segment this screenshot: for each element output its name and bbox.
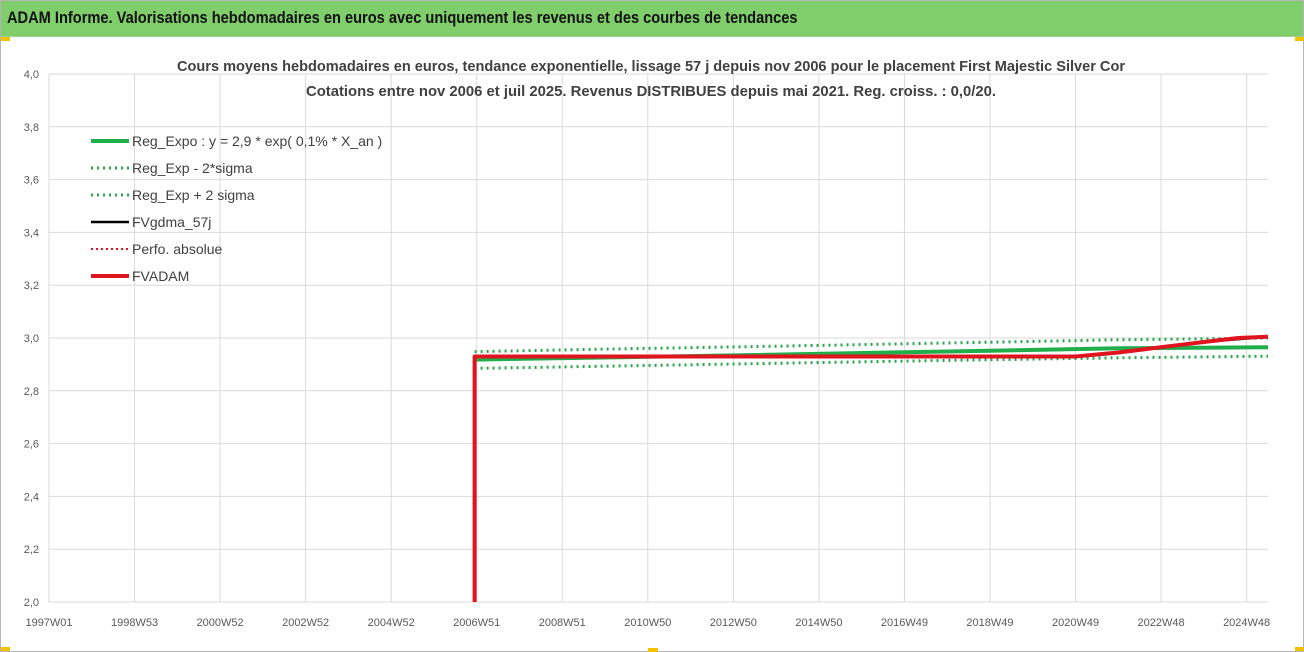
legend-label: Reg_Exp - 2*sigma (132, 160, 253, 176)
corner-marker-top-right (1295, 37, 1304, 41)
y-tick-label: 2,2 (24, 544, 39, 556)
x-tick-label: 2018W49 (966, 617, 1013, 629)
legend: Reg_Expo : y = 2,9 * exp( 0,1% * X_an ) R… (91, 133, 382, 284)
x-tick-label: 2014W50 (795, 617, 842, 629)
series-layer (472, 334, 1269, 602)
y-tick-label: 3,8 (24, 122, 39, 134)
y-axis-ticks: 2,0 2,2 2,4 2,6 2,8 3,0 3,2 3,4 3,6 3,8 4,0 (24, 69, 39, 609)
y-tick-label: 2,4 (24, 491, 39, 503)
corner-marker-bottom (648, 648, 658, 652)
x-tick-label: 2004W52 (368, 617, 415, 629)
x-tick-label: 2000W52 (197, 617, 244, 629)
legend-label: FVgdma_57j (132, 214, 211, 230)
corner-marker-top-left (1, 37, 10, 41)
y-tick-label: 2,0 (24, 597, 39, 609)
corner-marker-bottom-right (1295, 647, 1304, 651)
y-tick-label: 3,2 (24, 280, 39, 292)
series-line-2 (474, 354, 1269, 370)
y-tick-label: 2,8 (24, 386, 39, 398)
legend-label: Reg_Expo : y = 2,9 * exp( 0,1% * X_an ) (132, 133, 382, 149)
header-bar: ADAM Informe. Valorisations hebdomadaire… (1, 1, 1303, 37)
x-tick-label: 2022W48 (1138, 617, 1185, 629)
y-tick-label: 3,0 (24, 333, 39, 345)
legend-label: FVADAM (132, 268, 189, 284)
x-tick-label: 2008W51 (539, 617, 586, 629)
x-tick-label: 2024W48 (1223, 617, 1270, 629)
grid-layer (48, 73, 1268, 603)
legend-label: Reg_Exp + 2 sigma (132, 187, 255, 203)
y-tick-label: 4,0 (24, 69, 39, 81)
chart-title: Cours moyens hebdomadaires en euros, ten… (177, 58, 1125, 100)
x-tick-label: 2020W49 (1052, 617, 1099, 629)
header-title: ADAM Informe. Valorisations hebdomadaire… (7, 8, 798, 27)
x-tick-label: 2002W52 (282, 617, 329, 629)
y-tick-label: 3,4 (24, 227, 39, 239)
series-line-3 (474, 336, 1269, 354)
x-tick-label: 2016W49 (881, 617, 928, 629)
x-tick-label: 2012W50 (710, 617, 757, 629)
corner-marker-bottom-left (1, 647, 10, 651)
x-tick-label: 2010W50 (624, 617, 671, 629)
x-tick-label: 1998W53 (111, 617, 158, 629)
y-tick-label: 3,6 (24, 175, 39, 187)
x-tick-label: 2006W51 (453, 617, 500, 629)
x-tick-label: 1997W01 (25, 617, 72, 629)
chart-title-line-1: Cours moyens hebdomadaires en euros, ten… (177, 58, 1125, 75)
series-line-6 (472, 334, 1269, 602)
x-axis-ticks: 1997W01 1998W53 2000W52 2002W52 2004W52 2006W… (25, 617, 1270, 629)
legend-label: Perfo. absolue (132, 241, 222, 257)
y-tick-label: 2,6 (24, 439, 39, 451)
chart-title-line-2: Cotations entre nov 2006 et juil 2025. R… (306, 83, 996, 100)
